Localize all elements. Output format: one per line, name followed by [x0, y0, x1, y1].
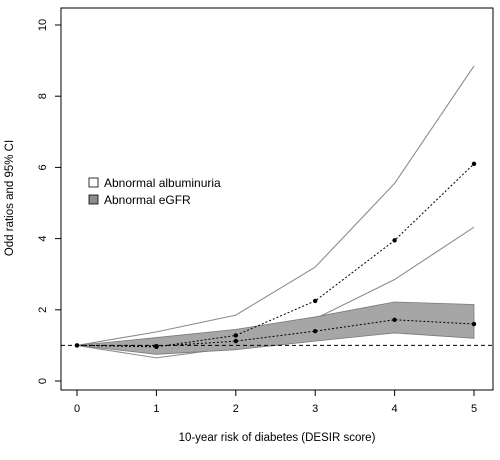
ci-upper-line-abnormal-albuminuria [76, 65, 475, 346]
y-tick-label: 10 [37, 19, 49, 31]
series-line-abnormal-albuminuria [76, 163, 475, 348]
y-tick-label: 4 [37, 236, 49, 242]
legend-label-abnormal-egfr: Abnormal eGFR [104, 193, 191, 207]
x-tick-label: 4 [392, 403, 398, 415]
series-line-abnormal-egfr [76, 319, 475, 347]
y-tick-label: 0 [37, 378, 49, 384]
data-point-abnormal-albuminuria-5 [471, 161, 477, 167]
data-point-abnormal-egfr-0 [74, 343, 80, 348]
series-lines [76, 163, 475, 348]
y-tick-label: 6 [37, 164, 49, 170]
x-tick-label: 1 [153, 403, 159, 415]
x-tick-label: 2 [233, 403, 239, 415]
data-point-abnormal-egfr-2 [233, 338, 238, 344]
ci-bands [76, 65, 475, 359]
y-axis-title: Odd ratios and 95% CI [4, 140, 16, 256]
ci-band-abnormal-egfr [76, 301, 475, 355]
data-point-abnormal-egfr-4 [392, 317, 397, 322]
data-point-abnormal-albuminuria-3 [313, 298, 318, 304]
x-axis-title: 10-year risk of diabetes (DESIR score) [179, 432, 376, 444]
y-tick-label: 8 [37, 93, 49, 99]
data-point-abnormal-egfr-3 [313, 328, 318, 334]
x-tick-label: 5 [471, 403, 477, 415]
data-point-abnormal-egfr-5 [471, 321, 477, 327]
ci-band-abnormal-albuminuria [77, 65, 474, 358]
y-tick-label: 2 [37, 307, 49, 313]
x-axis: 0 1 2 3 4 5 [74, 389, 477, 415]
data-point-abnormal-albuminuria-4 [392, 238, 397, 243]
y-axis: 0 2 4 6 8 10 [37, 19, 62, 384]
legend-swatch-abnormal-albuminuria [88, 177, 99, 188]
data-point-abnormal-egfr-1 [154, 343, 159, 349]
series-points [74, 161, 477, 350]
x-tick-label: 3 [312, 403, 318, 415]
legend: Abnormal albuminuria Abnormal eGFR [88, 176, 221, 207]
legend-swatch-abnormal-egfr [88, 194, 99, 205]
legend-label-abnormal-albuminuria: Abnormal albuminuria [104, 176, 221, 190]
x-tick-label: 0 [74, 403, 80, 415]
data-point-abnormal-albuminuria-2 [233, 333, 238, 338]
